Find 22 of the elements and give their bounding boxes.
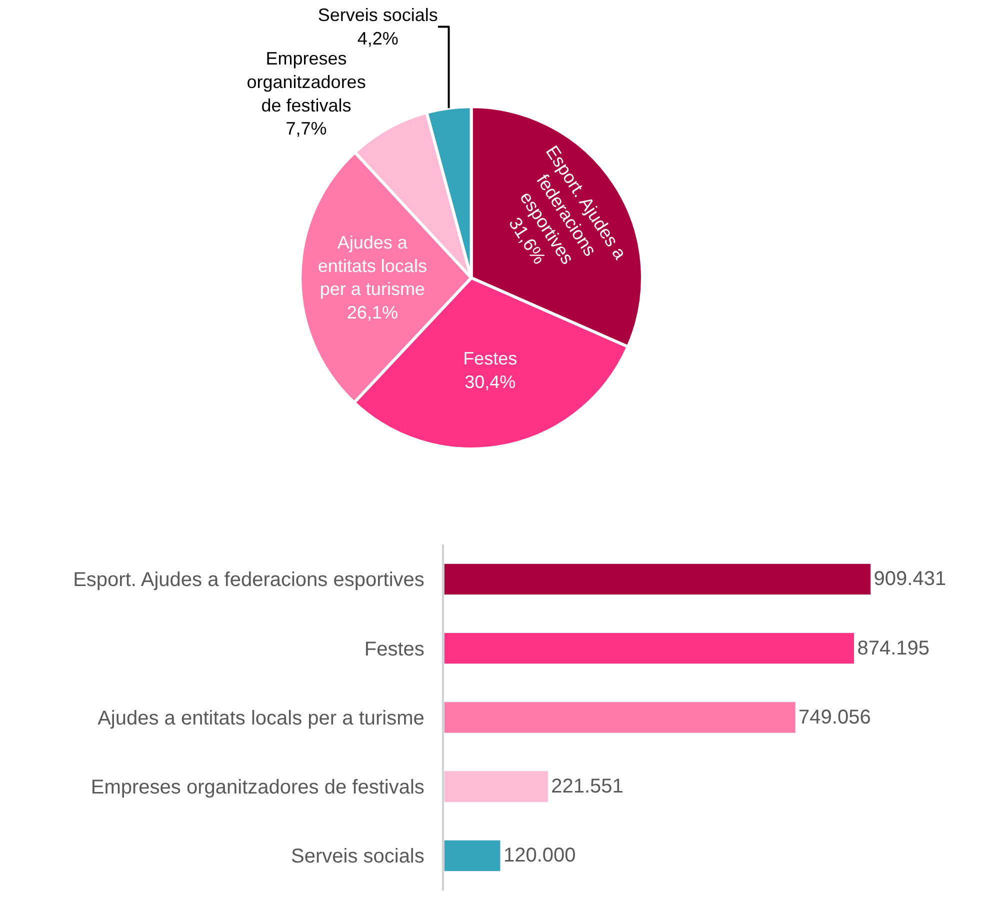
bar bbox=[444, 840, 501, 872]
data-label: 30,4% bbox=[464, 372, 516, 392]
data-label: 4,2% bbox=[357, 28, 398, 48]
data-label: 749.056 bbox=[798, 706, 871, 728]
data-label: 26,1% bbox=[346, 302, 398, 323]
data-label: 7,7% bbox=[286, 118, 327, 139]
y-tick-label: Ajudes a entitats locals per a turisme bbox=[98, 707, 424, 730]
bar bbox=[444, 563, 872, 595]
slice-label: Empreses organitzadores de festivals bbox=[246, 48, 366, 116]
y-tick-label: Empreses organitzadores de festivals bbox=[90, 776, 424, 799]
slice-label: Festes bbox=[463, 348, 518, 368]
y-tick-label: Esport. Ajudes a federacions esportives bbox=[73, 569, 424, 592]
data-label: 221.551 bbox=[551, 776, 624, 798]
y-tick-label: Serveis socials bbox=[291, 846, 424, 868]
bar bbox=[444, 632, 854, 664]
bar bbox=[444, 702, 796, 734]
y-tick-label: Festes bbox=[364, 638, 424, 660]
data-label: 909.431 bbox=[874, 568, 946, 590]
slice-label: Serveis socials bbox=[318, 5, 438, 26]
bar bbox=[444, 770, 548, 802]
data-label: 874.195 bbox=[857, 637, 930, 660]
data-label: 120.000 bbox=[503, 844, 576, 867]
